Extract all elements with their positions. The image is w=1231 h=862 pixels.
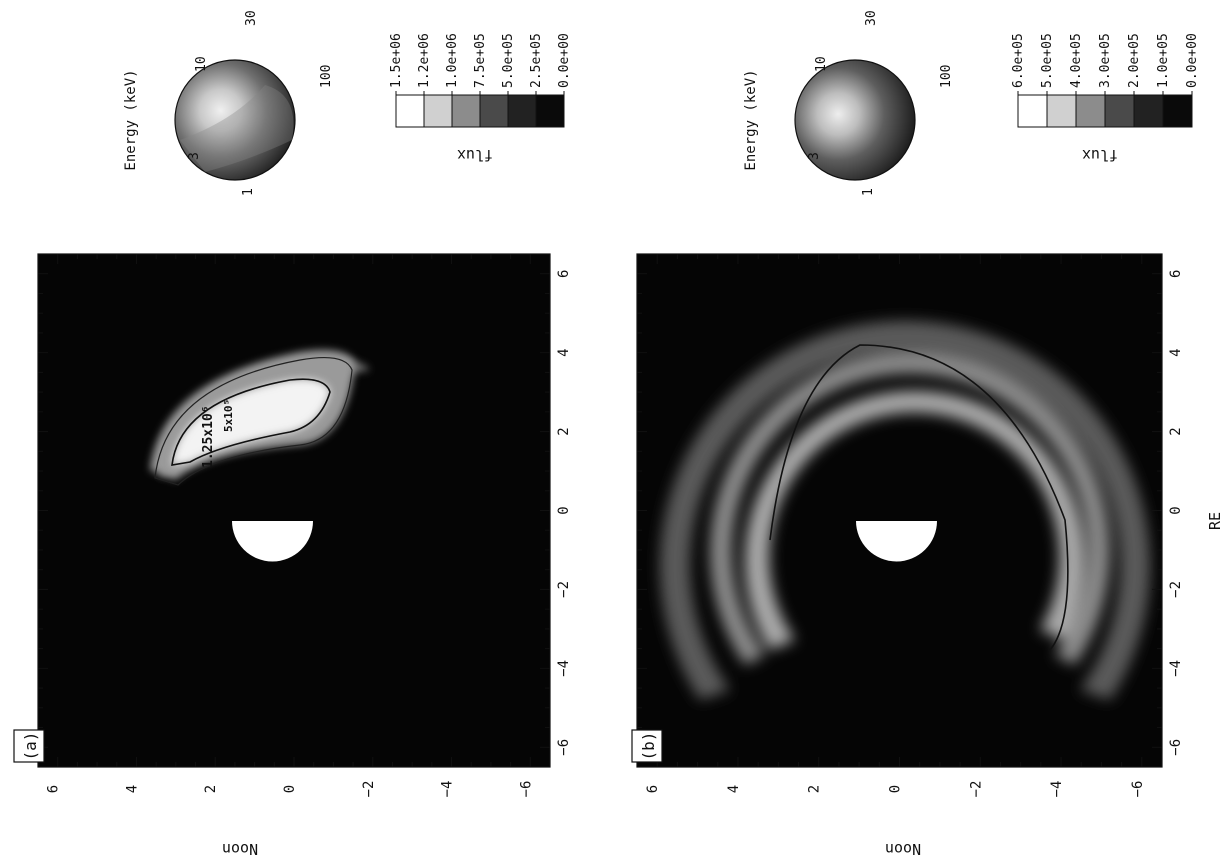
B-colorbar-tick-label: 4.0e+05	[1069, 33, 1084, 88]
panel-a-colorbar-title: flux	[457, 146, 493, 164]
panel-a-contour-high	[171, 378, 331, 466]
panel-a-ticks	[37, 253, 551, 768]
panel-a-energy-title: Energy (keV)	[123, 69, 139, 170]
panel-a-colorbar: flux 1.5e+06 1.2e+06 1.0e+06 7.5e+05 5.0e+05…	[389, 33, 572, 164]
A-y-tick-label: 0	[282, 785, 298, 793]
panel-b-y-tick-labels: 6 4 2 0 −2 −4 −6	[645, 781, 1146, 798]
A-y-tick-label: −6	[518, 781, 534, 798]
panel-a-contour-label-1: 1.25x10⁶	[201, 405, 216, 468]
panel-b-x-tick-labels: −6 −4 −2 0 2 4 6	[1168, 270, 1184, 756]
A-y-tick-label: 6	[46, 785, 62, 793]
A-colorbar-tick-label: 1.0e+06	[445, 33, 460, 88]
panel-b-flux-outer-ring	[659, 320, 1150, 700]
A-y-tick-label: 2	[203, 785, 219, 793]
panel-a-contour-label-2: 5x10⁵	[222, 399, 235, 432]
A-y-tick-label: 4	[124, 785, 140, 793]
B-x-tick-label: 2	[1168, 427, 1184, 435]
B-x-tick-label: 4	[1168, 348, 1184, 356]
panel-b-y-axis-label: Noon	[885, 840, 921, 858]
A-x-tick-label: 0	[556, 506, 572, 514]
panel-b-energy-disc	[794, 59, 916, 181]
panel-b-energy-tick-1: 1	[861, 188, 876, 196]
B-colorbar-tick-label: 3.0e+05	[1098, 33, 1113, 88]
panel-a-energy-tick-3: 3	[187, 152, 202, 160]
panel-b-energy-tick-100: 100	[939, 65, 954, 88]
panel-b-flux-inner-ring	[744, 390, 1085, 650]
A-x-tick-label: 4	[556, 348, 572, 356]
panel-a-y-axis-label: Noon	[222, 840, 258, 858]
panel-a-energy-tick-1: 1	[241, 188, 256, 196]
B-x-tick-label: 0	[1168, 506, 1184, 514]
B-y-tick-label: −2	[968, 781, 984, 798]
panel-a-label-box	[13, 729, 45, 763]
B-x-tick-label: −6	[1168, 739, 1184, 756]
B-colorbar-tick-label: 5.0e+05	[1040, 33, 1055, 88]
A-x-tick-label: −6	[556, 739, 572, 756]
panel-a-earth-icon	[232, 521, 313, 562]
panel-b-energy-title: Energy (keV)	[743, 69, 759, 170]
B-y-tick-label: −4	[1049, 781, 1065, 798]
panel-a-x-tick-labels: −6 −4 −2 0 2 4 6	[556, 270, 572, 756]
B-colorbar-tick-label: 2.0e+05	[1127, 33, 1142, 88]
panel-b-energy-tick-3: 3	[807, 152, 822, 160]
panel-b-colorbar: flux 6.0e+05 5.0e+05 4.0e+05 3.0e+05 2.0e+05…	[1011, 33, 1200, 164]
A-x-tick-label: 2	[556, 427, 572, 435]
A-colorbar-tick-label: 0.0e+00	[557, 33, 572, 88]
B-colorbar-tick-label: 6.0e+05	[1011, 33, 1026, 88]
A-x-tick-label: −2	[556, 581, 572, 598]
A-colorbar-tick-label: 2.5e+05	[529, 33, 544, 88]
A-colorbar-tick-label: 7.5e+05	[473, 33, 488, 88]
panel-a-y-tick-labels: 6 4 2 0 −2 −4 −6	[46, 781, 535, 798]
panel-b-energy-tick-10: 10	[814, 56, 829, 72]
panel-a-energy-dial-wedge	[180, 85, 294, 172]
A-colorbar-tick-label: 1.5e+06	[389, 33, 404, 88]
panel-b-x-axis-label: RE	[1206, 512, 1224, 530]
B-colorbar-tick-label: 0.0e+00	[1185, 33, 1200, 88]
panel-a-energy-dial: Energy (keV) 1 3 10 30 100	[123, 10, 334, 196]
panel-b-flux-mid-ring	[710, 351, 1111, 665]
panel-b-colorbar-ticks: 6.0e+05 5.0e+05 4.0e+05 3.0e+05 2.0e+05 1.0e+…	[1011, 33, 1200, 95]
A-colorbar-tick-label: 5.0e+05	[501, 33, 516, 88]
A-x-tick-label: 6	[556, 270, 572, 278]
panel-b-label-box	[631, 729, 663, 763]
B-colorbar-tick-label: 1.0e+05	[1156, 33, 1171, 88]
panel-b-flux-map	[659, 320, 1150, 700]
B-y-tick-label: 4	[726, 785, 742, 793]
panel-a-energy-tick-100: 100	[319, 65, 334, 88]
panel-a-colorbar-ticks: 1.5e+06 1.2e+06 1.0e+06 7.5e+05 5.0e+05 2.5e+…	[389, 33, 572, 95]
B-y-tick-label: 6	[645, 785, 661, 793]
B-x-tick-label: −4	[1168, 660, 1184, 677]
panel-a-plot-area	[38, 254, 550, 767]
A-y-tick-label: −2	[361, 781, 377, 798]
panel-a-energy-tick-30: 30	[244, 10, 259, 26]
B-y-tick-label: 2	[807, 785, 823, 793]
panel-a-energy-tick-10: 10	[194, 56, 209, 72]
A-colorbar-tick-label: 1.2e+06	[417, 33, 432, 88]
panel-b: (b) Noon RE −6 −4 −2 0 2 4 6 6 4 2 0 −2 −4 −6 Energy…	[631, 10, 1224, 858]
A-y-tick-label: −4	[440, 781, 456, 798]
panel-a-energy-disc	[174, 59, 296, 181]
B-y-tick-label: −6	[1130, 781, 1146, 798]
panel-b-colorbar-title: flux	[1082, 146, 1118, 164]
B-x-tick-label: −2	[1168, 581, 1184, 598]
B-y-tick-label: 0	[888, 785, 904, 793]
panel-a-label: (a)	[21, 732, 40, 761]
panel-a-contour-low	[154, 357, 353, 486]
panel-a-flux-map: 1.25x10⁶ 5x10⁵	[150, 349, 370, 562]
panel-b-energy-tick-30: 30	[864, 10, 879, 26]
panel-b-label: (b)	[639, 732, 658, 761]
B-x-tick-label: 6	[1168, 270, 1184, 278]
panel-a-flux-core	[172, 379, 330, 465]
panel-b-contour	[769, 344, 1069, 651]
panel-b-energy-dial: Energy (keV) 1 3 10 30 100	[743, 10, 954, 196]
panel-b-earth-icon	[856, 521, 937, 562]
A-x-tick-label: −4	[556, 660, 572, 677]
